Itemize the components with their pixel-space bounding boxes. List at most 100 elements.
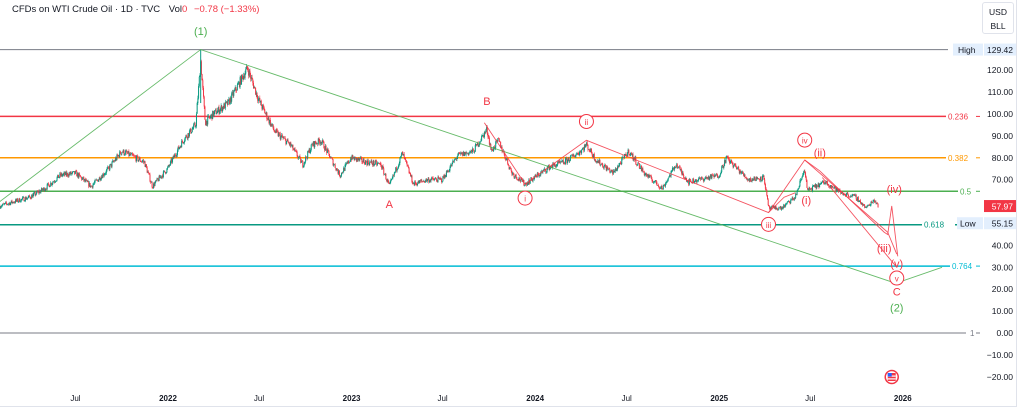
candle-body [743, 173, 745, 176]
candle-body [333, 164, 335, 166]
candle-body [293, 148, 295, 150]
candle-body [662, 188, 664, 190]
candle-body [652, 180, 654, 183]
candle-body [357, 158, 359, 160]
candle-body [667, 177, 669, 181]
candle-body [726, 156, 728, 158]
candle-body [482, 134, 484, 136]
candle-body [164, 172, 166, 174]
candle-body [452, 160, 454, 163]
candle-body [399, 157, 401, 163]
candle-body [323, 141, 325, 149]
symbol-title[interactable]: CFDs on WTI Crude Oil · 1D · TVC [12, 4, 161, 15]
candle-body [404, 157, 406, 159]
candle-body [110, 163, 112, 167]
candle-body [92, 184, 94, 188]
candle-body [512, 173, 514, 175]
candle-body [125, 151, 127, 152]
candle-body [533, 177, 535, 180]
candle-body [48, 183, 50, 185]
candle-body [449, 167, 451, 171]
candle-body [237, 83, 239, 85]
candle-body [631, 153, 633, 155]
candle-body [564, 158, 566, 164]
candle-body [586, 142, 588, 145]
candle-body [161, 175, 163, 178]
candle-body [64, 172, 66, 176]
candle-body [135, 156, 137, 162]
candle-body [54, 181, 56, 183]
candle-body [588, 149, 590, 151]
candle-body [132, 154, 134, 156]
candle-body [346, 163, 348, 164]
candle-body [208, 115, 210, 118]
candle-body [488, 137, 490, 145]
candle-body [307, 151, 309, 159]
candle-body [800, 178, 802, 180]
candle-body [805, 177, 807, 181]
candle-body [464, 152, 466, 155]
candle-body [457, 155, 459, 158]
candle-body [593, 153, 595, 158]
candle-body [495, 141, 497, 148]
candle-body [415, 183, 417, 185]
candle-body [148, 173, 150, 175]
candle-body [225, 101, 227, 103]
candle-body [793, 199, 795, 201]
candle-body [357, 157, 359, 160]
candle-body [381, 166, 383, 169]
candle-body [165, 172, 167, 174]
candle-body [129, 153, 131, 156]
candle-body [703, 178, 705, 182]
candle-body [287, 139, 289, 143]
candle-body [405, 160, 407, 162]
candle-body [712, 174, 714, 176]
candle-body [265, 112, 267, 114]
candle-body [270, 123, 272, 126]
candle-body [862, 204, 864, 206]
candle-body [607, 166, 609, 170]
candle-body [517, 180, 519, 181]
candle-body [858, 200, 860, 202]
high-value-bg [984, 43, 1016, 56]
candle-body [60, 173, 62, 176]
candle-body [313, 141, 315, 147]
candle-body [342, 172, 344, 173]
candle-body [183, 140, 185, 143]
candle-body [615, 168, 617, 171]
price-axis-tick: −20.00 [987, 372, 1014, 382]
candle-body [738, 169, 740, 174]
candle-body [173, 155, 175, 158]
candle-body [805, 172, 807, 178]
candle-body [67, 173, 69, 176]
candle-body [505, 158, 507, 160]
candle-body [163, 170, 165, 172]
candle-body [298, 156, 300, 158]
candle-body [554, 163, 556, 166]
candle-body [176, 150, 178, 155]
candle-body [317, 143, 319, 144]
candle-body [465, 152, 467, 155]
currency-unit-button[interactable]: USD BLL [982, 2, 1014, 34]
candle-body [802, 172, 804, 176]
candle-body [242, 76, 244, 80]
candle-body [804, 171, 806, 173]
candle-body [93, 183, 95, 185]
candle-body [845, 194, 847, 197]
candle-body [500, 146, 502, 148]
candle-body [335, 167, 337, 170]
candle-body [511, 170, 513, 175]
fib-label-1: 1 [970, 329, 975, 338]
candle-body [555, 165, 557, 168]
candle-body [855, 195, 857, 200]
candle-body [539, 174, 541, 176]
candle-body [310, 149, 312, 153]
candle-body [529, 179, 531, 184]
candle-body [744, 174, 746, 178]
candle-body [33, 192, 35, 195]
candle-body [203, 96, 205, 107]
candle-body [15, 199, 17, 201]
wave-label-circle [578, 113, 594, 129]
candle-body [330, 157, 332, 159]
